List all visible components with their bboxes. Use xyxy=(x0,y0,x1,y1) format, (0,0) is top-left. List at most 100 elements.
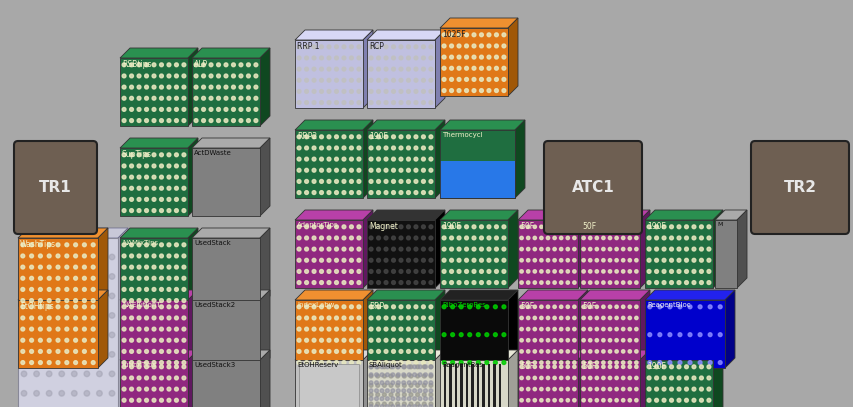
Circle shape xyxy=(182,376,186,380)
Circle shape xyxy=(502,258,505,262)
Circle shape xyxy=(442,305,445,309)
Polygon shape xyxy=(482,364,484,407)
Circle shape xyxy=(349,90,353,93)
Circle shape xyxy=(398,79,403,82)
Circle shape xyxy=(72,293,77,299)
Circle shape xyxy=(137,305,141,309)
Circle shape xyxy=(406,101,410,105)
Circle shape xyxy=(376,236,380,240)
Circle shape xyxy=(96,254,102,260)
Circle shape xyxy=(581,236,584,240)
Circle shape xyxy=(519,398,523,402)
Text: WashTips: WashTips xyxy=(20,240,56,249)
Circle shape xyxy=(428,305,432,309)
Circle shape xyxy=(342,327,345,331)
Circle shape xyxy=(601,350,605,353)
Circle shape xyxy=(479,225,483,229)
Circle shape xyxy=(334,327,338,331)
Circle shape xyxy=(422,402,426,406)
Circle shape xyxy=(65,265,68,269)
Polygon shape xyxy=(492,364,495,407)
Circle shape xyxy=(91,316,95,320)
Text: 190F: 190F xyxy=(647,362,665,371)
Circle shape xyxy=(398,45,403,49)
Circle shape xyxy=(459,333,462,337)
Circle shape xyxy=(357,269,361,274)
Circle shape xyxy=(661,376,665,380)
Circle shape xyxy=(167,338,171,342)
Polygon shape xyxy=(639,290,649,368)
Circle shape xyxy=(297,305,300,309)
Circle shape xyxy=(398,190,403,195)
Polygon shape xyxy=(188,350,198,407)
Polygon shape xyxy=(192,148,259,216)
Circle shape xyxy=(349,258,353,262)
Circle shape xyxy=(595,258,598,262)
Circle shape xyxy=(47,265,51,269)
Circle shape xyxy=(398,225,403,229)
Circle shape xyxy=(572,339,576,342)
Circle shape xyxy=(297,79,300,82)
Circle shape xyxy=(182,153,186,157)
Circle shape xyxy=(376,258,380,262)
Circle shape xyxy=(406,305,410,309)
Circle shape xyxy=(38,287,43,291)
Text: 50F: 50F xyxy=(581,222,595,231)
Circle shape xyxy=(384,225,387,229)
Circle shape xyxy=(546,236,549,240)
Circle shape xyxy=(588,339,591,342)
Circle shape xyxy=(305,45,308,49)
Circle shape xyxy=(661,269,665,274)
Circle shape xyxy=(311,90,316,93)
Circle shape xyxy=(327,56,330,60)
Text: EtOHReserv: EtOHReserv xyxy=(297,362,338,368)
Circle shape xyxy=(297,45,300,49)
Circle shape xyxy=(526,316,529,319)
Circle shape xyxy=(601,247,605,251)
Circle shape xyxy=(20,316,25,320)
Circle shape xyxy=(552,225,555,228)
Circle shape xyxy=(130,276,133,280)
Circle shape xyxy=(502,89,505,92)
Circle shape xyxy=(485,305,488,309)
Circle shape xyxy=(59,371,65,376)
Circle shape xyxy=(194,107,198,111)
Polygon shape xyxy=(577,290,588,368)
Circle shape xyxy=(357,146,361,150)
Circle shape xyxy=(357,90,361,93)
Circle shape xyxy=(311,258,316,262)
Circle shape xyxy=(174,153,178,157)
Circle shape xyxy=(297,146,300,150)
Circle shape xyxy=(552,365,555,368)
Polygon shape xyxy=(439,161,514,198)
Circle shape xyxy=(122,338,126,342)
Circle shape xyxy=(546,365,549,368)
Circle shape xyxy=(334,361,338,364)
Circle shape xyxy=(546,225,549,228)
Circle shape xyxy=(305,350,308,353)
Circle shape xyxy=(21,352,26,357)
Circle shape xyxy=(588,305,591,309)
Circle shape xyxy=(519,327,523,331)
Circle shape xyxy=(519,270,523,273)
Circle shape xyxy=(96,391,102,396)
Circle shape xyxy=(422,374,426,378)
Circle shape xyxy=(614,398,618,402)
Circle shape xyxy=(349,225,353,229)
Circle shape xyxy=(182,85,186,89)
Circle shape xyxy=(526,387,529,391)
Circle shape xyxy=(73,254,78,258)
Circle shape xyxy=(376,45,380,49)
Circle shape xyxy=(647,333,651,337)
Circle shape xyxy=(160,119,163,123)
Circle shape xyxy=(539,339,543,342)
Circle shape xyxy=(691,365,695,369)
Circle shape xyxy=(415,383,419,387)
Circle shape xyxy=(122,361,126,364)
Circle shape xyxy=(698,361,701,364)
Circle shape xyxy=(559,387,562,391)
Circle shape xyxy=(647,269,650,274)
Circle shape xyxy=(34,254,39,260)
Circle shape xyxy=(412,389,416,393)
Circle shape xyxy=(319,225,323,229)
